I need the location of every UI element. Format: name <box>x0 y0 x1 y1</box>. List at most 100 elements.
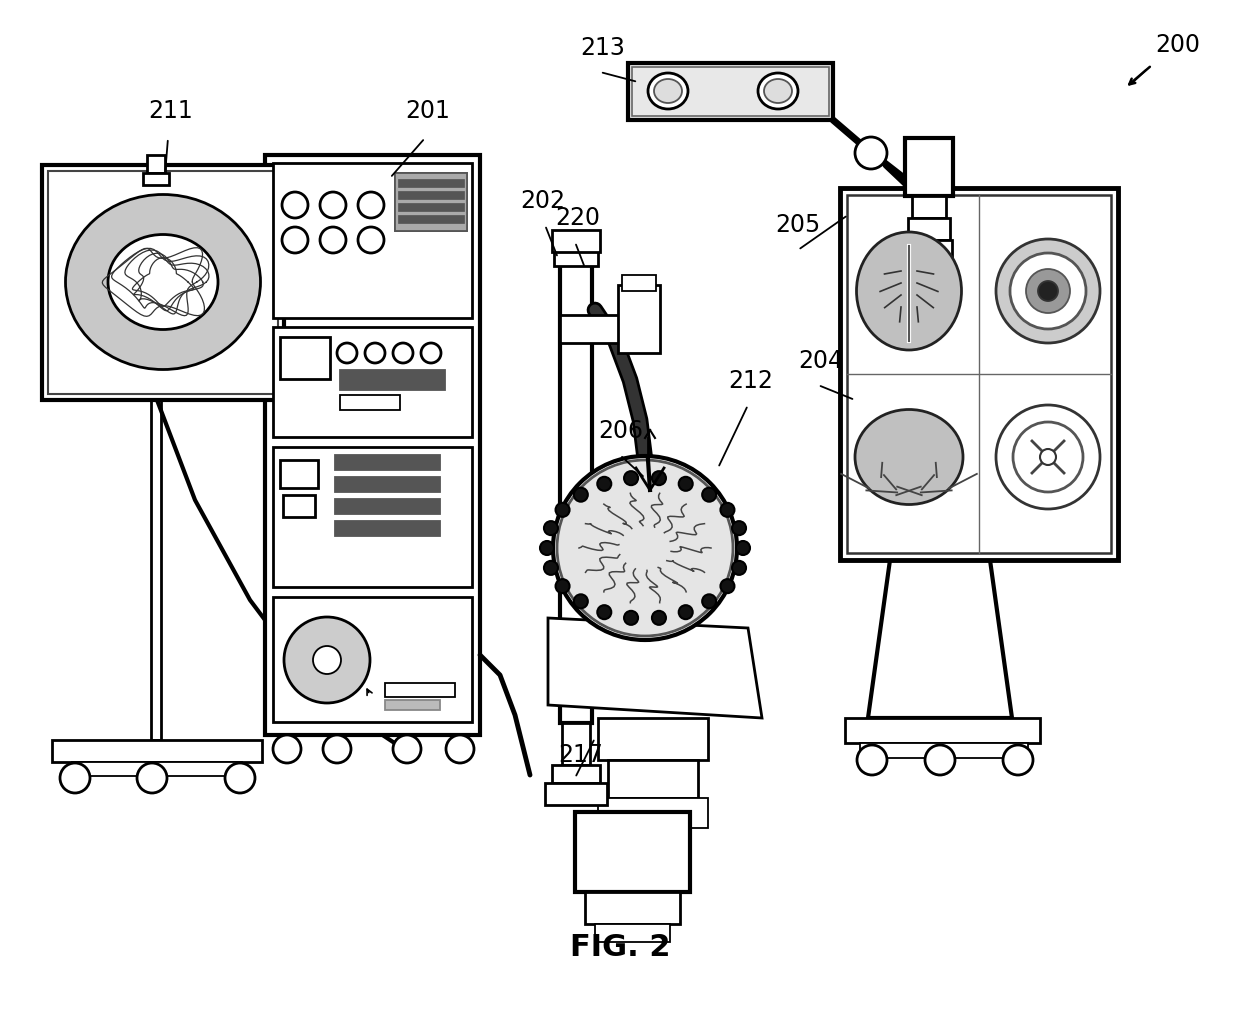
Circle shape <box>322 735 351 763</box>
Circle shape <box>574 488 588 502</box>
Circle shape <box>598 606 611 619</box>
Bar <box>265 155 480 735</box>
Circle shape <box>732 521 746 535</box>
Circle shape <box>281 227 308 253</box>
Bar <box>595 924 670 942</box>
Circle shape <box>925 745 955 775</box>
Circle shape <box>553 456 737 640</box>
Bar <box>283 495 315 517</box>
Text: 202: 202 <box>520 189 565 213</box>
Circle shape <box>557 460 733 636</box>
Circle shape <box>652 611 666 625</box>
Bar <box>151 400 161 740</box>
Bar <box>546 783 608 805</box>
Circle shape <box>320 227 346 253</box>
Bar <box>143 173 169 185</box>
Bar <box>335 477 440 492</box>
Circle shape <box>624 611 639 625</box>
Circle shape <box>1025 269 1070 313</box>
Circle shape <box>996 239 1100 343</box>
Circle shape <box>996 405 1100 509</box>
Bar <box>839 188 1118 560</box>
Bar <box>905 138 954 196</box>
Bar <box>847 195 1111 553</box>
Bar <box>911 196 946 218</box>
Circle shape <box>732 561 746 575</box>
Circle shape <box>422 343 441 363</box>
Text: 201: 201 <box>405 99 450 123</box>
Bar <box>398 179 464 187</box>
Circle shape <box>273 735 301 763</box>
Bar <box>908 218 950 240</box>
Bar <box>608 760 698 798</box>
Circle shape <box>1003 745 1033 775</box>
Text: 205: 205 <box>775 213 820 237</box>
Circle shape <box>1040 449 1056 465</box>
Text: 200: 200 <box>1154 33 1200 57</box>
Bar <box>844 718 1040 743</box>
Bar <box>861 743 1028 758</box>
Circle shape <box>678 606 693 619</box>
Bar <box>632 67 830 116</box>
Circle shape <box>556 503 569 517</box>
Bar <box>335 521 440 536</box>
Circle shape <box>556 579 569 593</box>
Text: 206: 206 <box>598 419 644 443</box>
Bar <box>618 285 660 353</box>
Bar <box>273 163 472 318</box>
Bar <box>560 315 655 343</box>
Bar <box>384 683 455 697</box>
Circle shape <box>224 763 255 793</box>
Bar <box>398 215 464 223</box>
Circle shape <box>1011 253 1086 329</box>
Circle shape <box>393 735 422 763</box>
Polygon shape <box>868 560 1012 718</box>
Bar <box>396 173 467 231</box>
Bar <box>273 327 472 437</box>
Circle shape <box>1038 281 1058 301</box>
Ellipse shape <box>758 73 799 109</box>
Bar <box>627 63 833 120</box>
Circle shape <box>544 561 558 575</box>
Bar <box>48 171 278 394</box>
Circle shape <box>446 735 474 763</box>
Text: 220: 220 <box>556 206 600 230</box>
Circle shape <box>544 521 558 535</box>
Bar <box>585 892 680 924</box>
Circle shape <box>652 471 666 486</box>
Bar <box>560 258 591 723</box>
Circle shape <box>320 192 346 218</box>
Circle shape <box>702 488 717 502</box>
Circle shape <box>598 477 611 491</box>
Bar <box>148 155 165 173</box>
Text: FIG. 2: FIG. 2 <box>569 934 671 962</box>
Bar <box>598 798 708 828</box>
Ellipse shape <box>649 73 688 109</box>
Bar <box>562 723 590 765</box>
Bar <box>280 337 330 379</box>
Ellipse shape <box>653 79 682 103</box>
Circle shape <box>358 227 384 253</box>
Bar <box>340 395 401 410</box>
Bar <box>396 173 467 231</box>
Circle shape <box>365 343 384 363</box>
Text: 212: 212 <box>728 369 773 393</box>
Bar <box>552 765 600 783</box>
Ellipse shape <box>764 79 792 103</box>
Text: 211: 211 <box>148 99 192 123</box>
Ellipse shape <box>66 194 260 370</box>
Bar <box>340 370 445 390</box>
Circle shape <box>720 579 734 593</box>
Circle shape <box>574 594 588 609</box>
Circle shape <box>136 763 167 793</box>
Circle shape <box>856 137 887 169</box>
Circle shape <box>720 503 734 517</box>
Text: 217: 217 <box>558 743 603 767</box>
Text: 213: 213 <box>580 36 625 60</box>
Ellipse shape <box>108 235 218 329</box>
Bar <box>273 447 472 587</box>
Circle shape <box>337 343 357 363</box>
Circle shape <box>737 541 750 555</box>
Circle shape <box>358 192 384 218</box>
Circle shape <box>678 477 693 491</box>
